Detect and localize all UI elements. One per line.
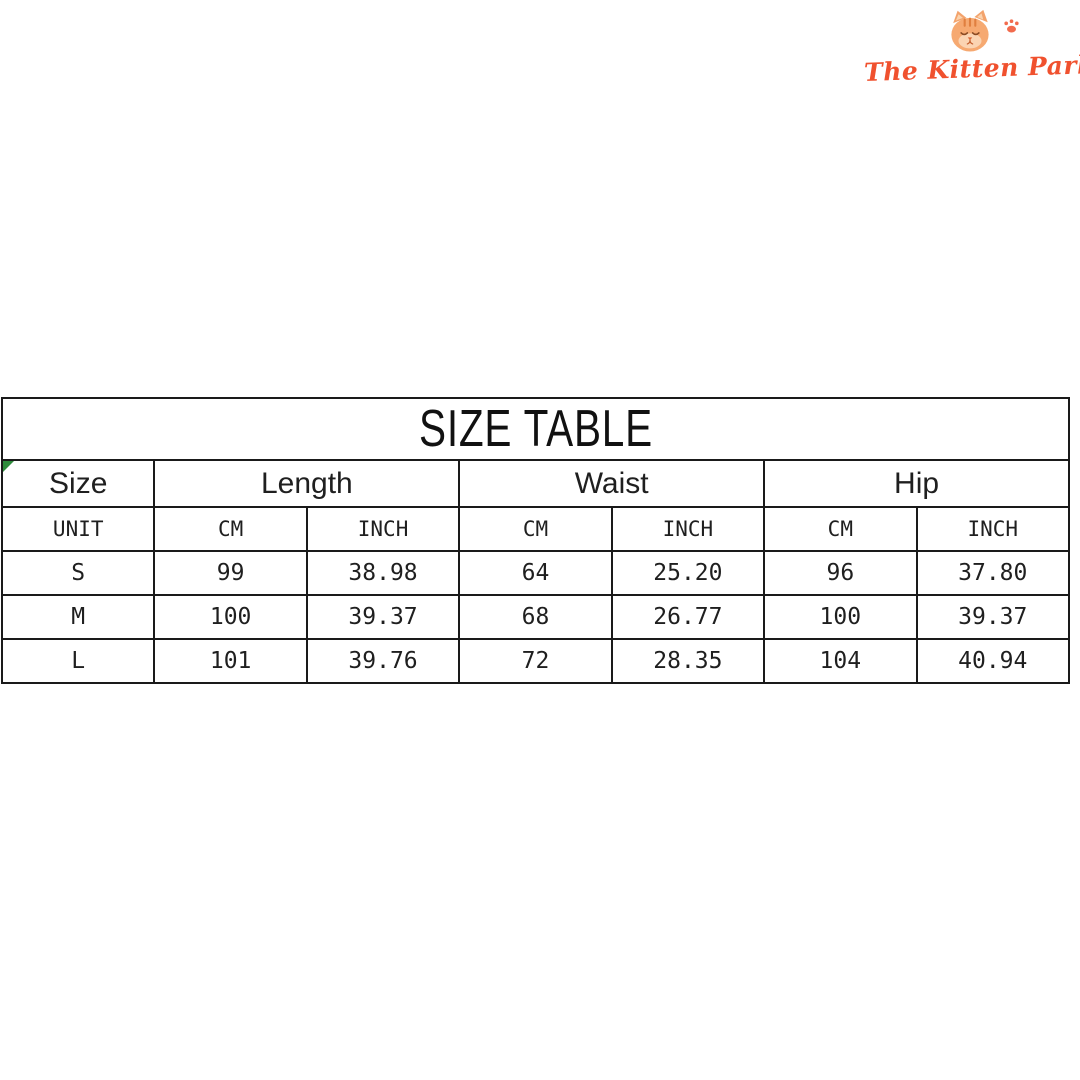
cell-length-cm: 100 <box>153 594 308 640</box>
header-size: Size <box>49 466 108 500</box>
brand-name: The Kitten Park <box>863 49 1080 88</box>
table-title-row: SIZE TABLE <box>1 397 1070 461</box>
cell-waist-cm: 72 <box>458 638 613 684</box>
unit-header-row: UNIT CM INCH CM INCH CM INCH <box>0 506 1071 552</box>
size-row-l: L 101 39.76 72 28.35 104 40.94 <box>0 638 1071 684</box>
cell-hip-inch: 37.80 <box>915 550 1071 596</box>
cell-waist-inch: 28.35 <box>610 638 766 684</box>
unit-waist-inch: INCH <box>610 506 766 552</box>
cell-hip-cm: 104 <box>763 638 918 684</box>
cell-length-inch: 39.76 <box>305 638 461 684</box>
header-size-cell: Size <box>0 459 156 508</box>
cell-waist-inch: 26.77 <box>610 594 766 640</box>
kitten-face-icon <box>951 9 989 52</box>
paw-print-icon <box>1004 19 1019 33</box>
size-table: SIZE TABLE Size Length Waist Hip UNIT CM… <box>0 397 1071 684</box>
unit-length-cm: CM <box>153 506 308 552</box>
size-row-s: S 99 38.98 64 25.20 96 37.80 <box>0 550 1071 596</box>
unit-hip-inch: INCH <box>915 506 1071 552</box>
header-hip: Hip <box>763 459 1070 508</box>
cell-waist-cm: 68 <box>458 594 613 640</box>
cell-hip-cm: 96 <box>763 550 918 596</box>
cell-hip-inch: 40.94 <box>915 638 1071 684</box>
logo-artwork <box>939 8 1020 56</box>
cell-size: M <box>0 594 156 640</box>
header-waist: Waist <box>458 459 766 508</box>
cell-length-inch: 39.37 <box>305 594 461 640</box>
size-row-m: M 100 39.37 68 26.77 100 39.37 <box>0 594 1071 640</box>
brand-logo: The Kitten Park <box>864 8 1080 87</box>
cell-size: L <box>0 638 156 684</box>
cell-waist-inch: 25.20 <box>610 550 766 596</box>
cell-waist-cm: 64 <box>458 550 613 596</box>
cell-size: S <box>0 550 156 596</box>
excel-corner-marker-icon <box>4 462 14 472</box>
cell-length-inch: 38.98 <box>305 550 461 596</box>
cell-hip-inch: 39.37 <box>915 594 1071 640</box>
unit-hip-cm: CM <box>763 506 918 552</box>
cell-length-cm: 99 <box>153 550 308 596</box>
unit-label: UNIT <box>0 506 156 552</box>
header-length: Length <box>153 459 461 508</box>
unit-waist-cm: CM <box>458 506 613 552</box>
group-header-row: Size Length Waist Hip <box>0 459 1070 508</box>
cell-hip-cm: 100 <box>763 594 918 640</box>
unit-length-inch: INCH <box>305 506 461 552</box>
cell-length-cm: 101 <box>153 638 308 684</box>
table-title: SIZE TABLE <box>418 400 653 458</box>
